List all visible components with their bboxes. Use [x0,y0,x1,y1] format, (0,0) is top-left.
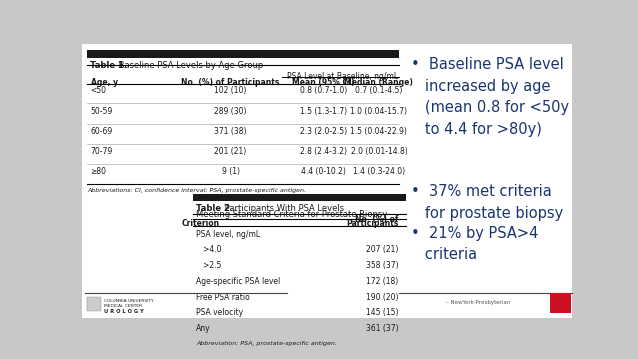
Text: 201 (21): 201 (21) [214,147,247,156]
Text: 2.8 (2.4-3.2): 2.8 (2.4-3.2) [300,147,347,156]
Text: <50: <50 [91,87,107,95]
Text: 60-69: 60-69 [91,127,113,136]
Text: 1.4 (0.3-24.0): 1.4 (0.3-24.0) [353,167,405,176]
Text: •  21% by PSA>4
   criteria: • 21% by PSA>4 criteria [411,225,538,262]
Text: Abbreviations: CI, confidence interval; PSA, prostate-specific antigen.: Abbreviations: CI, confidence interval; … [87,188,306,193]
Text: 4.4 (0-10.2): 4.4 (0-10.2) [301,167,346,176]
Text: Median (Range): Median (Range) [345,79,413,88]
Text: 190 (20): 190 (20) [366,293,399,302]
Text: •  Baseline PSA level
   increased by age
   (mean 0.8 for <50y
   to 4.4 for >8: • Baseline PSA level increased by age (m… [411,57,569,137]
Text: Meeting Standard Criteria for Prostate Biopsy: Meeting Standard Criteria for Prostate B… [196,210,387,219]
Text: Baseline PSA Levels by Age Group: Baseline PSA Levels by Age Group [116,61,263,70]
Text: Age-specific PSA level: Age-specific PSA level [196,277,280,286]
Text: 289 (30): 289 (30) [214,107,247,116]
Text: ≥80: ≥80 [91,167,107,176]
Text: Participants: Participants [346,219,399,228]
Text: 70-79: 70-79 [91,147,113,156]
Bar [87,297,101,311]
Text: 371 (38): 371 (38) [214,127,247,136]
Text: U R O L O G Y: U R O L O G Y [105,309,144,314]
Text: Free PSA ratio: Free PSA ratio [196,293,249,302]
Text: 361 (37): 361 (37) [366,324,399,333]
Text: Any: Any [196,324,211,333]
Text: 102 (10): 102 (10) [214,87,247,95]
Text: Table 1.: Table 1. [89,61,127,70]
Text: Abbreviation: PSA, prostate-specific antigen.: Abbreviation: PSA, prostate-specific ant… [196,341,337,346]
Text: 207 (21): 207 (21) [366,246,399,255]
Text: 1.0 (0.04-15.7): 1.0 (0.04-15.7) [350,107,408,116]
Text: 172 (18): 172 (18) [366,277,399,286]
Text: 1.5 (1.3-1.7): 1.5 (1.3-1.7) [300,107,347,116]
Text: – NewYork-Presbyterian: – NewYork-Presbyterian [445,300,510,304]
Text: Table 2.: Table 2. [196,204,233,213]
Text: PSA Level at Baseline, ng/mL: PSA Level at Baseline, ng/mL [288,72,399,81]
Text: •  37% met criteria
   for prostate biopsy: • 37% met criteria for prostate biopsy [411,184,563,221]
Bar [551,293,571,313]
Text: Age, y: Age, y [91,79,118,88]
Text: 50-59: 50-59 [91,107,113,116]
Text: 0.8 (0.7-1.0): 0.8 (0.7-1.0) [300,87,347,95]
FancyBboxPatch shape [82,45,572,318]
Text: 2.0 (0.01-14.8): 2.0 (0.01-14.8) [350,147,407,156]
Text: No. (%) of Participants: No. (%) of Participants [181,79,279,88]
Text: PSA level, ng/mL: PSA level, ng/mL [196,230,260,239]
Text: 145 (15): 145 (15) [366,308,399,317]
Text: 9 (1): 9 (1) [221,167,239,176]
Text: >2.5: >2.5 [196,261,221,270]
Text: Participants With PSA Levels: Participants With PSA Levels [222,204,345,213]
Text: 0.7 (0.1-4.5): 0.7 (0.1-4.5) [355,87,403,95]
Text: COLUMBIA UNIVERSITY
MEDICAL CENTER: COLUMBIA UNIVERSITY MEDICAL CENTER [105,299,154,308]
Text: Criterion: Criterion [182,219,220,228]
Text: 358 (37): 358 (37) [366,261,399,270]
Text: PSA velocity: PSA velocity [196,308,243,317]
Text: No. (%) of: No. (%) of [355,215,399,224]
Text: 2.3 (2.0-2.5): 2.3 (2.0-2.5) [300,127,347,136]
Text: >4.0: >4.0 [196,246,221,255]
Bar [193,194,406,201]
Bar [87,50,399,58]
Text: 1.5 (0.04-22.9): 1.5 (0.04-22.9) [350,127,407,136]
Text: Mean (95% CI): Mean (95% CI) [292,79,355,88]
